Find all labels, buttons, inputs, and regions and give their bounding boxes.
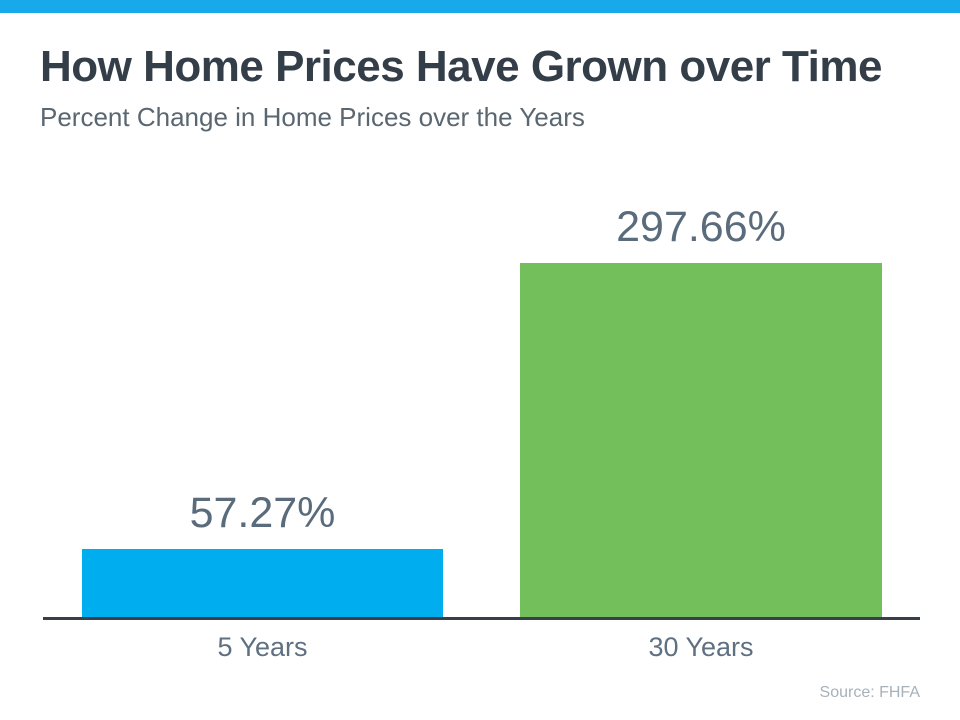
bar-5-years [82,548,443,617]
value-label-30-years: 297.66% [616,203,786,251]
category-label-5-years: 5 Years [217,632,308,662]
bar-group-30-years: 297.66% [520,203,882,617]
x-axis-line [43,617,920,620]
bar-group-5-years: 57.27% [82,489,443,617]
value-label-5-years: 57.27% [189,488,336,537]
page-title: How Home Prices Have Grown over Time [40,42,882,91]
source-note: Source: FHFA [819,684,920,701]
page-subtitle: Percent Change in Home Prices over the Y… [40,102,585,132]
category-label-30-years: 30 Years [648,632,754,662]
top-accent-strip [0,0,960,13]
bar-30-years [520,263,882,617]
